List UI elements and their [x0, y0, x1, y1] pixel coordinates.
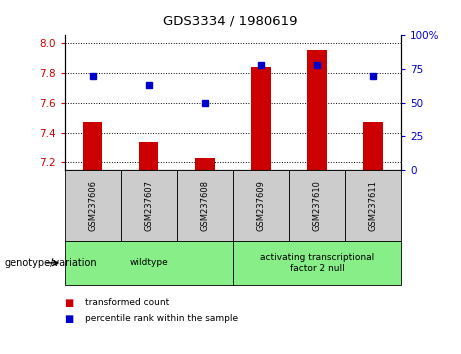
Text: wildtype: wildtype [129, 258, 168, 267]
Text: percentile rank within the sample: percentile rank within the sample [85, 314, 238, 323]
Text: GDS3334 / 1980619: GDS3334 / 1980619 [163, 14, 298, 27]
Bar [251, 67, 271, 170]
Text: genotype/variation: genotype/variation [5, 258, 97, 268]
Bar [363, 122, 383, 170]
Text: GSM237608: GSM237608 [200, 180, 209, 231]
Bar [139, 142, 159, 170]
Text: transformed count: transformed count [85, 298, 170, 307]
Text: GSM237611: GSM237611 [368, 180, 378, 231]
Bar [195, 158, 214, 170]
Bar [307, 50, 327, 170]
Text: ■: ■ [65, 314, 74, 324]
Text: GSM237606: GSM237606 [88, 180, 97, 231]
Text: ■: ■ [65, 298, 74, 308]
Bar [83, 122, 102, 170]
Text: GSM237609: GSM237609 [256, 180, 266, 231]
Text: activating transcriptional
factor 2 null: activating transcriptional factor 2 null [260, 253, 374, 273]
Text: GSM237607: GSM237607 [144, 180, 153, 231]
Text: GSM237610: GSM237610 [313, 180, 321, 231]
